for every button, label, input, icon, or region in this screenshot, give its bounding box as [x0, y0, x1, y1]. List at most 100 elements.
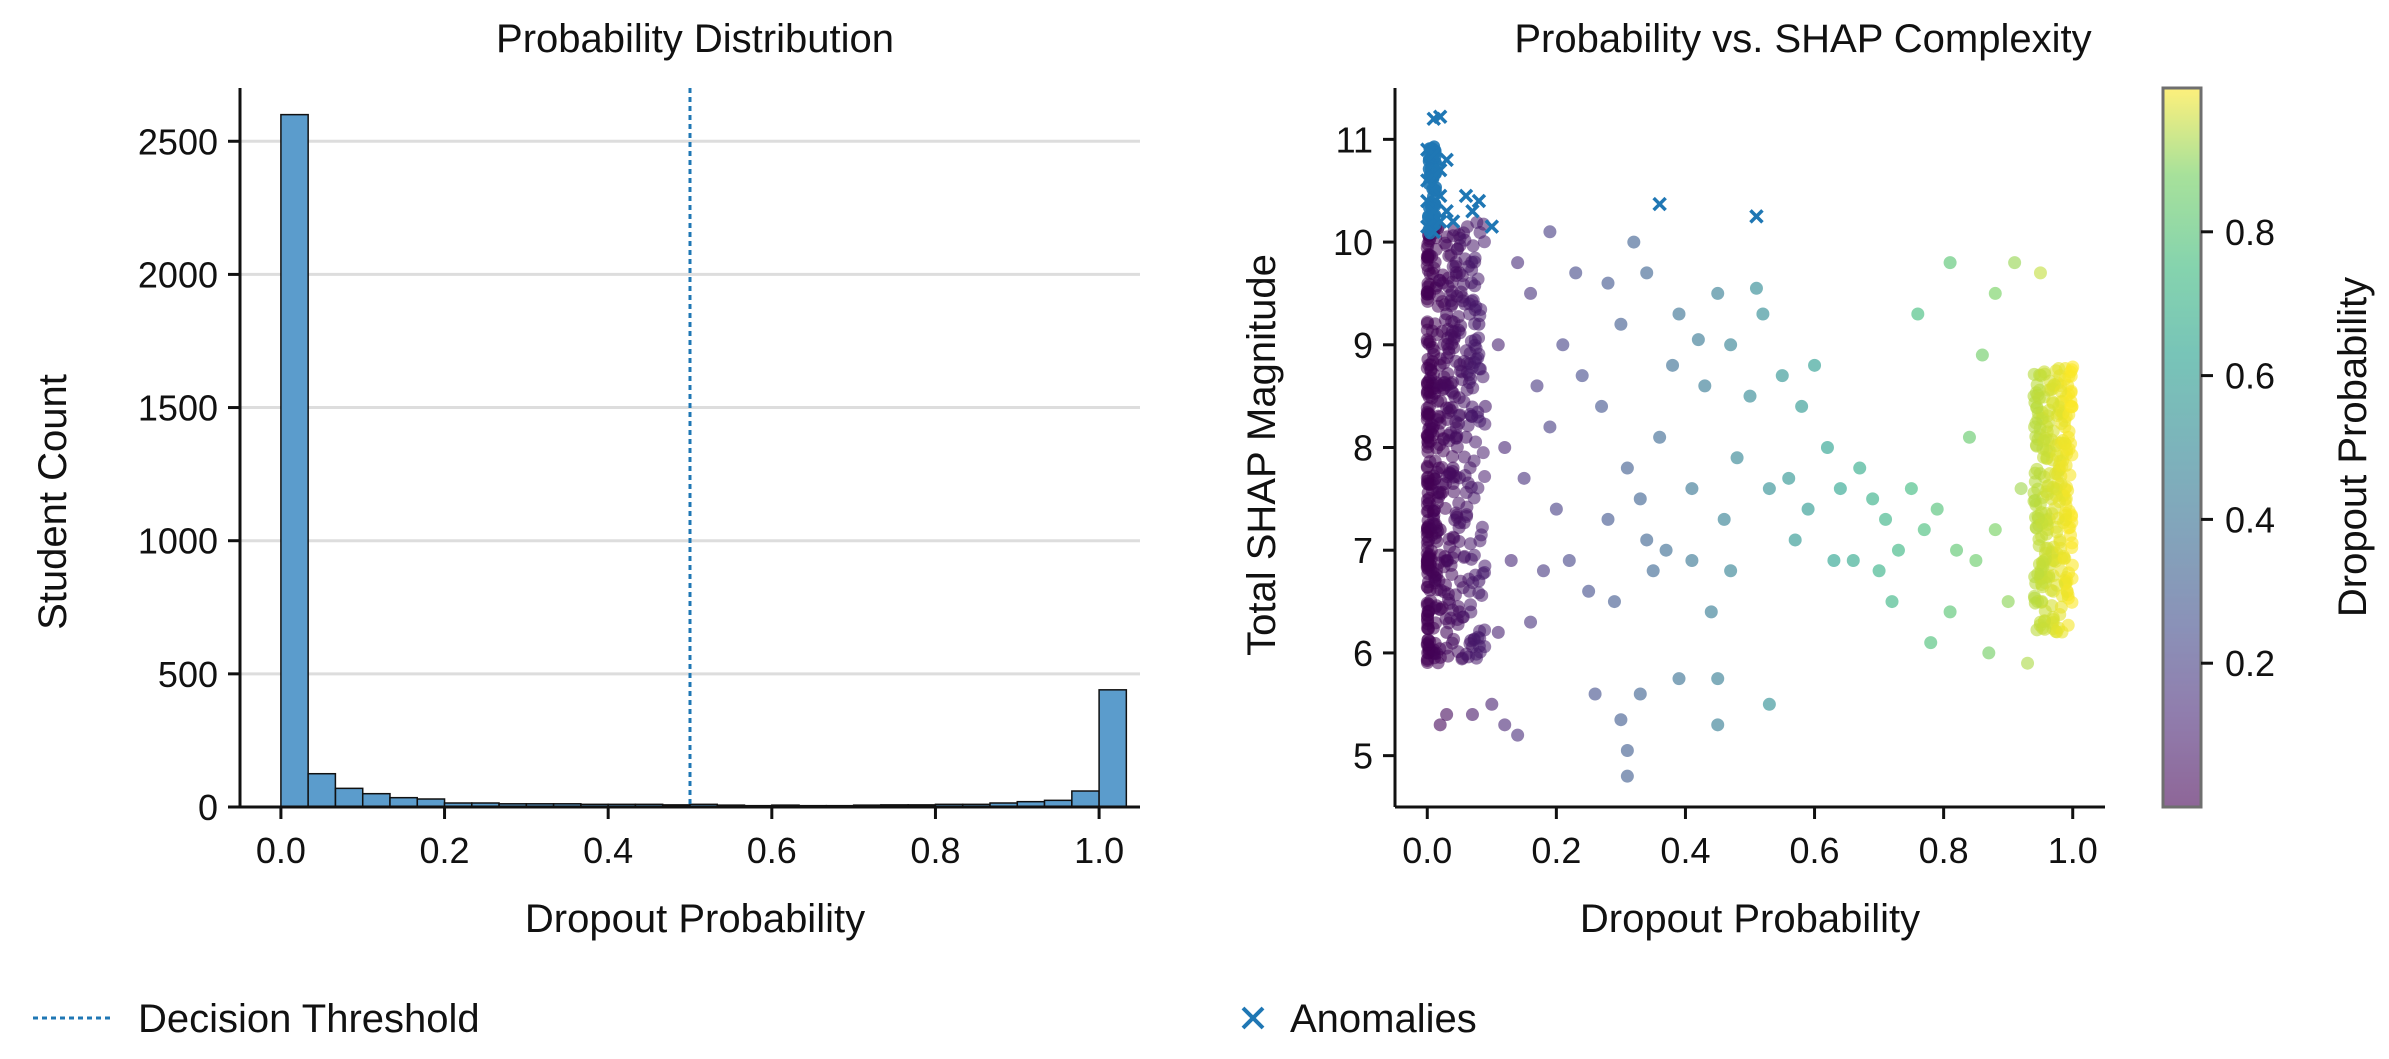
scatter-point [1478, 417, 1492, 431]
scatter-point [1633, 687, 1647, 701]
scatter-point [1421, 435, 1435, 449]
scatter-point [2052, 362, 2066, 376]
scatter-point [1454, 574, 1468, 588]
scatter-point [2054, 600, 2068, 614]
scatter-point [1430, 534, 1444, 548]
scatter-point [1445, 275, 1459, 289]
anomaly-marker [1439, 152, 1454, 168]
scatter-point [1588, 687, 1602, 701]
scatter-point [1640, 533, 1654, 547]
scatter-point [1467, 548, 1481, 562]
scatter-point [1470, 215, 1484, 229]
scatter-point [2033, 266, 2047, 280]
histogram-bars [280, 113, 1128, 808]
scatter-point [1473, 362, 1487, 376]
scatter-point [1452, 521, 1466, 535]
scatter-point [1749, 281, 1763, 295]
scatter-point [1511, 728, 1525, 742]
x-tick-label: 0.8 [1919, 830, 1969, 871]
scatter-point [2014, 482, 2028, 496]
scatter-point [2052, 495, 2066, 509]
x-tick-label: 0.8 [910, 830, 960, 871]
scatter-point [1472, 639, 1486, 653]
colorbar-ticks: 0.2 0.4 0.6 0.8 [2201, 212, 2275, 684]
histogram-bar [1098, 689, 1128, 808]
scatter-point [1517, 471, 1531, 485]
scatter-point [1432, 461, 1446, 475]
y-tick-label: 2000 [138, 254, 218, 295]
scatter-point [1450, 243, 1464, 257]
scatter-point [1498, 718, 1512, 732]
scatter-point [1756, 307, 1770, 321]
scatter-chart: Probability vs. SHAP Complexity 0.0 0.2 0.… [1240, 17, 2375, 941]
colorbar [2161, 86, 2203, 809]
scatter-x-label: Dropout Probability [1580, 897, 1920, 941]
scatter-y-label: Total SHAP Magnitude [1240, 254, 1284, 656]
scatter-point [1420, 459, 1434, 473]
scatter-point [1724, 338, 1738, 352]
scatter-point [1866, 492, 1880, 506]
x-tick-label: 0.6 [747, 830, 797, 871]
scatter-point [1463, 598, 1477, 612]
scatter-point [1846, 553, 1860, 567]
scatter-point [1423, 634, 1437, 648]
anomaly-legend-marker [1241, 1006, 1265, 1030]
scatter-point [1447, 485, 1461, 499]
scatter-point [1444, 299, 1458, 313]
scatter-point [2065, 595, 2079, 609]
scatter-point [1468, 251, 1482, 265]
scatter-point [2046, 480, 2060, 494]
anomaly-marker [1426, 224, 1441, 240]
scatter-point [1962, 430, 1976, 444]
anomaly-marker [1471, 193, 1487, 209]
scatter-point [1711, 286, 1725, 300]
scatter-point [1653, 430, 1667, 444]
scatter-point [1463, 461, 1477, 475]
scatter-point [1633, 492, 1647, 506]
scatter-point [1453, 364, 1467, 378]
scatter-point [1450, 510, 1464, 524]
scatter-point [2065, 400, 2079, 414]
scatter-point [1646, 564, 1660, 578]
scatter-point [1595, 399, 1609, 413]
threshold-legend: Decision Threshold [33, 997, 480, 1041]
anomaly-marker [1432, 162, 1448, 178]
y-tick-label: 7 [1353, 530, 1373, 571]
scatter-point [1438, 550, 1452, 564]
anomaly-marker [1432, 188, 1448, 204]
scatter-title: Probability vs. SHAP Complexity [1514, 17, 2091, 61]
anomalies-legend: Anomalies [1241, 997, 1477, 1041]
scatter-point [1620, 461, 1634, 475]
histogram-bar [280, 113, 309, 808]
scatter-point [1473, 226, 1487, 240]
colorbar-label: Dropout Probability [2331, 277, 2375, 617]
scatter-point [1685, 553, 1699, 567]
scatter-point [1421, 263, 1435, 277]
scatter-point [1924, 636, 1938, 650]
scatter-point [1917, 523, 1931, 537]
scatter-point [1420, 471, 1434, 485]
scatter-point [1911, 307, 1925, 321]
histogram-y-ticks: 0 500 1000 1500 2000 2500 [138, 121, 240, 828]
scatter-point [1424, 364, 1438, 378]
anomaly-marker [1652, 196, 1667, 212]
scatter-point [1640, 266, 1654, 280]
scatter-point [1562, 553, 1576, 567]
anomaly-marker [1420, 193, 1435, 209]
scatter-point [1445, 567, 1459, 581]
scatter-point [1885, 595, 1899, 609]
scatter-point [2037, 434, 2051, 448]
anomaly-marker [1420, 173, 1435, 188]
scatter-point [1435, 601, 1449, 615]
scatter-point [1620, 769, 1634, 783]
histogram-x-ticks: 0.0 0.2 0.4 0.6 0.8 1.0 [256, 807, 1124, 871]
anomaly-markers [1420, 109, 1764, 240]
scatter-point [2065, 540, 2079, 554]
scatter-point [1607, 595, 1621, 609]
scatter-point [1536, 564, 1550, 578]
scatter-point [2039, 542, 2053, 556]
scatter-point [1685, 482, 1699, 496]
anomaly-marker [1749, 209, 1764, 224]
scatter-point [1672, 672, 1686, 686]
